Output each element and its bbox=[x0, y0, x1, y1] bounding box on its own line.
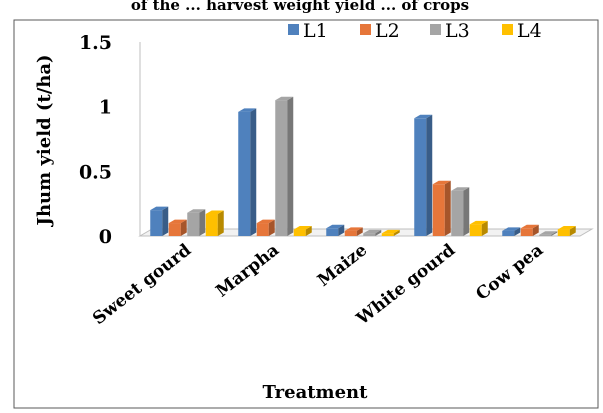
bar bbox=[205, 210, 224, 236]
bar bbox=[363, 229, 382, 236]
y-tick-labels: 0 0.5 1 1.5 bbox=[79, 32, 112, 248]
legend-swatch bbox=[288, 24, 299, 35]
bar bbox=[381, 229, 400, 236]
y-tick-label: 1 bbox=[99, 97, 112, 119]
bar bbox=[539, 231, 558, 236]
legend-swatch bbox=[360, 24, 371, 35]
legend-item: L1 bbox=[288, 20, 328, 42]
legend-label: L2 bbox=[375, 20, 400, 42]
legend-label: L1 bbox=[303, 20, 328, 42]
bar bbox=[187, 209, 206, 236]
header-text: of the ... harvest weight yield ... of c… bbox=[131, 0, 469, 14]
category-label: Marpha bbox=[212, 240, 283, 301]
legend-item: L4 bbox=[502, 20, 542, 42]
bar bbox=[344, 227, 363, 236]
y-axis-title: Jhum yield (t/ha) bbox=[34, 54, 55, 227]
legend: L1 L2 L3 L4 bbox=[288, 20, 542, 42]
category-label: Cow pea bbox=[472, 240, 547, 304]
bar bbox=[502, 227, 521, 236]
bar bbox=[168, 219, 187, 236]
bar bbox=[469, 220, 488, 236]
bar bbox=[150, 206, 169, 236]
bar bbox=[414, 114, 433, 236]
bar-series bbox=[150, 96, 576, 236]
bar bbox=[326, 224, 345, 236]
category-label: Sweet gourd bbox=[89, 240, 195, 329]
bar bbox=[256, 219, 275, 236]
bar bbox=[293, 226, 312, 236]
bar bbox=[520, 224, 539, 236]
legend-item: L2 bbox=[360, 20, 400, 42]
x-axis-title: Treatment bbox=[263, 382, 369, 403]
legend-swatch bbox=[430, 24, 441, 35]
bar bbox=[432, 180, 451, 236]
y-tick-label: 0.5 bbox=[79, 161, 112, 183]
category-label: Maize bbox=[314, 240, 371, 291]
y-tick-label: 0 bbox=[99, 226, 112, 248]
bar bbox=[557, 226, 576, 236]
legend-swatch bbox=[502, 24, 513, 35]
bar bbox=[451, 187, 470, 236]
legend-label: L3 bbox=[445, 20, 470, 42]
y-tick-label: 1.5 bbox=[79, 32, 112, 54]
legend-item: L3 bbox=[430, 20, 470, 42]
chart-frame bbox=[13, 19, 599, 409]
legend-label: L4 bbox=[517, 20, 542, 42]
bar bbox=[275, 96, 294, 236]
bar bbox=[238, 108, 257, 236]
